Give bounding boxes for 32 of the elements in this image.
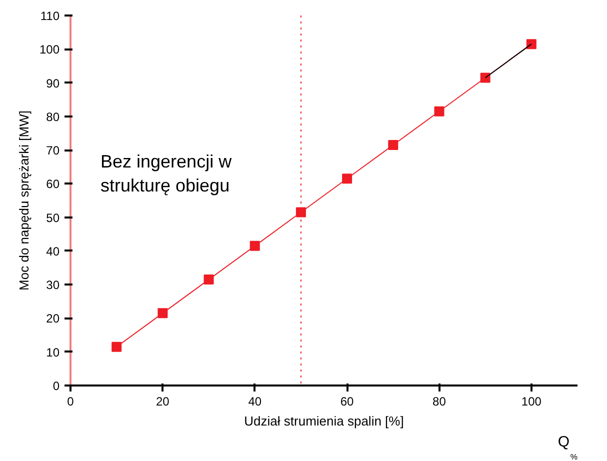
y-tick-label: 30 — [46, 278, 60, 292]
point — [526, 39, 536, 50]
y-tick-label: 60 — [46, 177, 60, 192]
point — [112, 342, 122, 352]
y-tick-label: 50 — [46, 210, 60, 225]
y-tick-label: 110 — [40, 9, 60, 23]
y-tick-label: 70 — [46, 144, 60, 158]
point — [296, 207, 306, 218]
y-tick-label: 0 — [52, 379, 60, 393]
x-tick-label: 80 — [432, 394, 446, 408]
x-tick-label: 60 — [340, 394, 354, 408]
x-tick-label: 20 — [156, 394, 170, 408]
y-axis-title: Moc do napędu sprężarki [MW] — [16, 110, 32, 290]
point — [388, 140, 398, 150]
y-tick-label: 100 — [39, 42, 60, 57]
text: Q% — [558, 434, 578, 461]
point — [250, 240, 260, 251]
point — [434, 106, 444, 116]
point — [158, 308, 168, 318]
y-tick-label: 10 — [46, 345, 60, 360]
point — [342, 174, 352, 184]
point — [480, 72, 490, 83]
y-tick-label: 40 — [46, 244, 60, 258]
annotation: Bez ingerencji w strukturę obiegu — [100, 152, 233, 196]
x-tick-label: 0 — [67, 394, 74, 408]
x-axis-title: Udział strumienia spalin [%] — [244, 414, 404, 428]
y-tick-label: 20 — [46, 312, 60, 326]
x-tick-label: 100 — [521, 394, 542, 408]
x-tick-label: 40 — [248, 394, 262, 408]
y-tick-label: 80 — [46, 110, 60, 124]
y-tick-label: 90 — [46, 76, 60, 90]
point — [204, 274, 214, 285]
